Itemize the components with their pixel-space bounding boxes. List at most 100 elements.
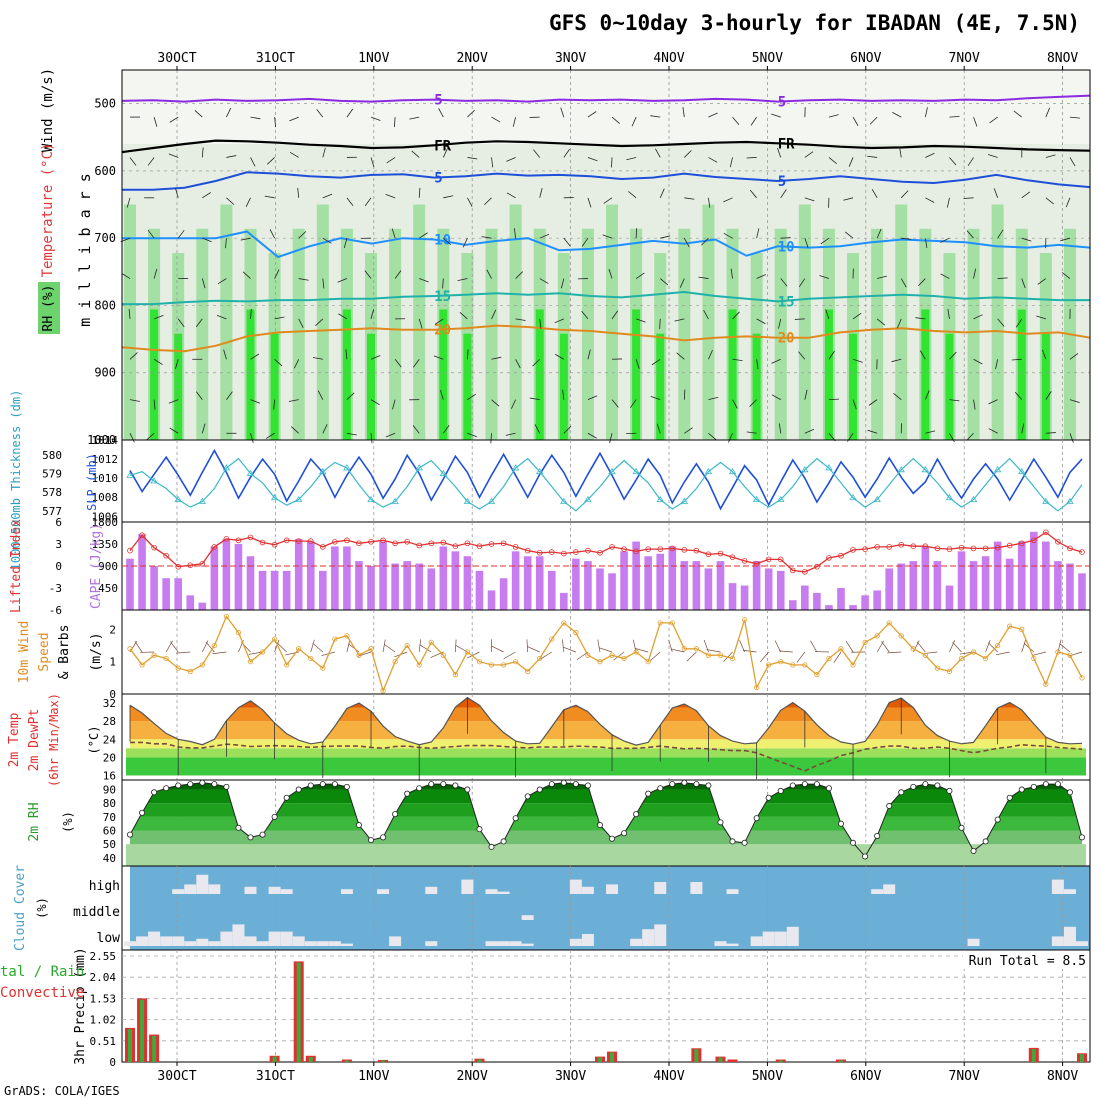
wind10m-marker (657, 620, 663, 626)
wind-barb (121, 272, 131, 279)
wind-barb (993, 188, 999, 198)
day-label-bottom: 4NOV (653, 1069, 684, 1084)
li-marker (223, 536, 230, 542)
wind-barb (924, 238, 928, 249)
slp-tick-label: 1012 (92, 453, 119, 466)
cape-bar (258, 570, 267, 610)
wind-barb (443, 195, 454, 199)
wind-barb (433, 355, 444, 360)
rh-band-moist (220, 204, 233, 440)
rh-band-saturated (150, 309, 159, 440)
thickness-marker (584, 495, 592, 503)
wind-barb (561, 278, 565, 289)
wind-barb (651, 358, 661, 366)
wind-barb (533, 149, 541, 158)
wind-barb (963, 197, 974, 199)
wind10m-marker (1007, 623, 1013, 629)
li-marker (1018, 540, 1025, 547)
rh-marker (163, 785, 170, 792)
wind10m-marker (910, 646, 916, 652)
wind-barb (443, 237, 452, 246)
wind10m-barb (706, 649, 721, 653)
contour-label-t15: 15 (778, 294, 795, 310)
li-marker (163, 552, 169, 559)
li-marker (621, 546, 627, 552)
wind-barb (484, 197, 492, 206)
wind10m-marker (850, 662, 856, 668)
rh-band-moist (798, 204, 811, 440)
wind-barb (868, 399, 878, 406)
wind-barb (201, 147, 204, 158)
cape-bar (535, 556, 544, 610)
cape-bar (668, 546, 677, 610)
wind10m-marker (874, 633, 880, 639)
rh-band-saturated (270, 333, 279, 440)
wind10m-marker (766, 662, 772, 668)
precip-rain-bar (718, 1057, 723, 1062)
li-marker (753, 560, 760, 567)
contour-label-t5: 5 (778, 174, 786, 190)
thickness-marker (439, 469, 448, 476)
rh-marker (380, 834, 387, 841)
wind-barb (988, 399, 998, 405)
rh-band-moist (871, 228, 884, 440)
cape-axis-label: CAPE (J/kg) (89, 523, 104, 609)
cloud-bar-high (184, 884, 197, 894)
wind-barb (867, 429, 878, 434)
wind-barb (129, 157, 137, 166)
cloud-bar-low (389, 936, 402, 946)
wind10m-marker (476, 659, 483, 665)
thickness-marker (1042, 497, 1050, 504)
li-marker (392, 540, 398, 547)
wind-barb (819, 275, 830, 279)
cape-bar (837, 588, 845, 610)
rh-tick-label: 50 (103, 838, 116, 851)
wind-barb (250, 399, 260, 404)
wind-barb (289, 151, 299, 158)
wind10m-axis-label-3: & Barbs (57, 625, 72, 680)
li-marker (320, 544, 326, 550)
wind10m-marker (922, 652, 928, 658)
wind-barb (419, 278, 429, 283)
pressure-tick-label: 900 (94, 366, 116, 380)
wind-barb (434, 318, 444, 325)
cloud-bar-high (244, 886, 257, 894)
rh-tick-label: 80 (103, 797, 116, 810)
wind-barb (723, 197, 733, 203)
rh-marker (139, 809, 146, 816)
cloud-bar-low (184, 941, 197, 946)
wind-barb (370, 355, 381, 360)
cape-bar (584, 561, 592, 610)
wind-barb (756, 359, 759, 370)
wind10m-barb (833, 651, 842, 663)
wind-barb (780, 237, 791, 239)
rh-marker (199, 779, 206, 786)
cape-bar (897, 563, 906, 610)
wind10m-barb (952, 641, 962, 653)
thickness-marker (511, 464, 520, 471)
cloud-bar-high (606, 884, 619, 894)
wind-barb (250, 116, 261, 120)
wind-barb (177, 318, 185, 328)
li-marker (524, 547, 531, 554)
wind10m-marker (464, 649, 471, 655)
thickness-marker (126, 471, 134, 478)
li-marker (428, 540, 435, 547)
wind-barb (298, 231, 307, 239)
wind-barb (364, 270, 372, 279)
wind-barb (798, 278, 806, 288)
wind-barb (876, 228, 882, 239)
wind10m-barb (382, 639, 386, 653)
precip-rain-bar (610, 1052, 615, 1062)
cape-bar (355, 561, 363, 610)
thickness-marker (536, 467, 544, 475)
rh-marker (127, 831, 134, 838)
wind-barb (413, 359, 420, 368)
wind-barb (587, 432, 597, 439)
wind10m-barb (562, 646, 576, 653)
cape-bar (764, 568, 773, 610)
cloud-bar-low (316, 941, 329, 946)
li-marker (970, 545, 977, 552)
wind-barb (947, 308, 950, 319)
rh-marker (717, 819, 724, 826)
